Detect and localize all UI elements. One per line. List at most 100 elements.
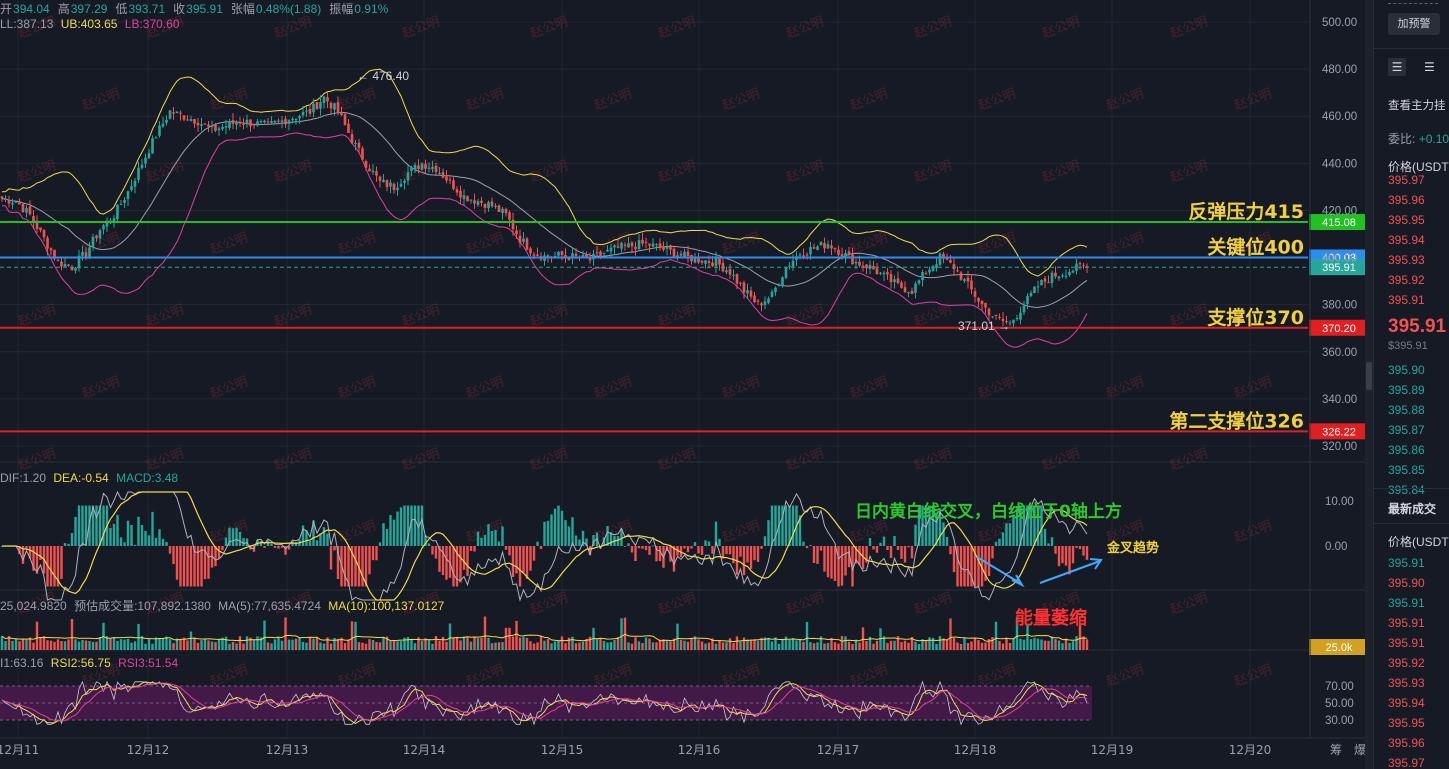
candle-body	[676, 255, 679, 257]
macd-bar	[949, 546, 952, 555]
orderbook-bids-icon[interactable]: ☰	[1424, 60, 1435, 74]
volume-bar	[760, 637, 763, 650]
candle-body	[938, 253, 942, 265]
macd-bar	[630, 546, 634, 553]
macd-bar	[844, 546, 847, 576]
volume-bar	[385, 636, 389, 650]
volume-bar	[494, 642, 497, 650]
watch-main-orders[interactable]: 查看主力挂	[1388, 100, 1446, 112]
volume-bar	[389, 641, 392, 650]
ohlc-label-5: 振幅	[329, 2, 354, 16]
candle-body	[637, 240, 641, 250]
candle-body	[532, 254, 536, 256]
candle-body	[11, 202, 14, 205]
macd-bar	[683, 546, 686, 549]
x-axis-label: 12月11	[0, 743, 39, 757]
volume-bar	[361, 642, 364, 650]
volume-bar	[1057, 640, 1061, 650]
macd-bar	[497, 541, 501, 546]
macd-value: MACD:3.48	[116, 471, 179, 485]
candle-body	[739, 282, 742, 284]
volume-bar	[966, 643, 970, 650]
macd-bar	[361, 546, 364, 587]
macd-bar	[77, 505, 81, 546]
volume-bar	[126, 638, 130, 650]
add-alert-button[interactable]: 加预警	[1388, 13, 1440, 35]
macd-bar	[368, 546, 371, 575]
macd-bar	[406, 505, 410, 546]
macd-bar	[574, 535, 578, 546]
candle-body	[203, 123, 207, 125]
candle-body	[455, 189, 459, 193]
macd-bar	[1078, 546, 1082, 550]
macd-bar	[781, 505, 784, 546]
volume-bars	[0, 616, 1089, 650]
macd-bar	[721, 546, 725, 559]
candle-body	[91, 236, 95, 248]
macd-bar	[543, 521, 546, 546]
candle-body	[781, 277, 784, 287]
macd-bar	[704, 540, 707, 546]
volume-bar	[515, 620, 518, 650]
volume-bar	[560, 636, 564, 650]
expand-panel-handle[interactable]	[1366, 362, 1372, 390]
trades-row: 395.91	[1388, 556, 1425, 570]
candle-body	[1001, 318, 1005, 321]
volume-bar	[175, 638, 179, 650]
macd-dea-line	[2, 491, 1088, 601]
candle-body	[119, 203, 123, 205]
volume-bar	[879, 628, 882, 650]
macd-bar	[952, 546, 956, 573]
macd-bar	[938, 508, 942, 546]
candle-body	[462, 195, 466, 200]
macd-bar	[858, 546, 861, 566]
candle-body	[385, 180, 389, 188]
volume-bar	[140, 636, 144, 650]
macd-bar	[1043, 528, 1047, 546]
macd-bar	[539, 546, 543, 550]
macd-bar	[469, 546, 473, 551]
volume-bar	[599, 637, 602, 650]
candle-body	[280, 120, 284, 123]
macd-bar	[186, 546, 189, 587]
volume-bar	[833, 642, 837, 650]
volume-bar	[802, 641, 805, 650]
candle-body	[1019, 312, 1022, 320]
volume-bar	[21, 638, 25, 650]
candle-body	[410, 167, 413, 171]
volume-bar	[25, 639, 28, 650]
candle-body	[1036, 286, 1040, 288]
macd-bar	[798, 515, 802, 546]
volume-bar	[1040, 639, 1043, 650]
candle-body	[518, 235, 522, 243]
volume-bar	[483, 616, 487, 650]
volume-ma-line	[1, 633, 1088, 643]
candle-body	[525, 238, 529, 250]
volume-bar	[434, 636, 438, 650]
volume-bar	[445, 641, 448, 650]
macd-bar	[74, 516, 77, 546]
macd-bar	[900, 546, 903, 559]
x-axis-label: 12月15	[541, 743, 584, 757]
last-price: 395.91	[1388, 316, 1447, 337]
orderbook-layout-icon[interactable]: ☰	[1388, 58, 1406, 76]
macd-bar	[861, 546, 865, 570]
candle-body	[336, 102, 340, 112]
volume-bar	[627, 642, 630, 650]
macd-bar	[21, 546, 25, 564]
macd-bar	[690, 546, 693, 549]
macd-bar	[53, 546, 56, 587]
candle-body	[7, 199, 11, 204]
volume-bar	[1029, 639, 1033, 650]
macd-bar	[893, 535, 896, 546]
bids-row: 395.87	[1388, 423, 1425, 437]
candle-body	[606, 249, 609, 252]
candle-body	[1061, 275, 1064, 277]
volume-bar	[245, 636, 249, 650]
macd-bar	[18, 546, 21, 555]
macd-bar	[294, 542, 298, 546]
x-axis-label: 12月20	[1229, 743, 1272, 757]
candle-body	[928, 269, 931, 273]
volume-bar	[847, 641, 851, 650]
